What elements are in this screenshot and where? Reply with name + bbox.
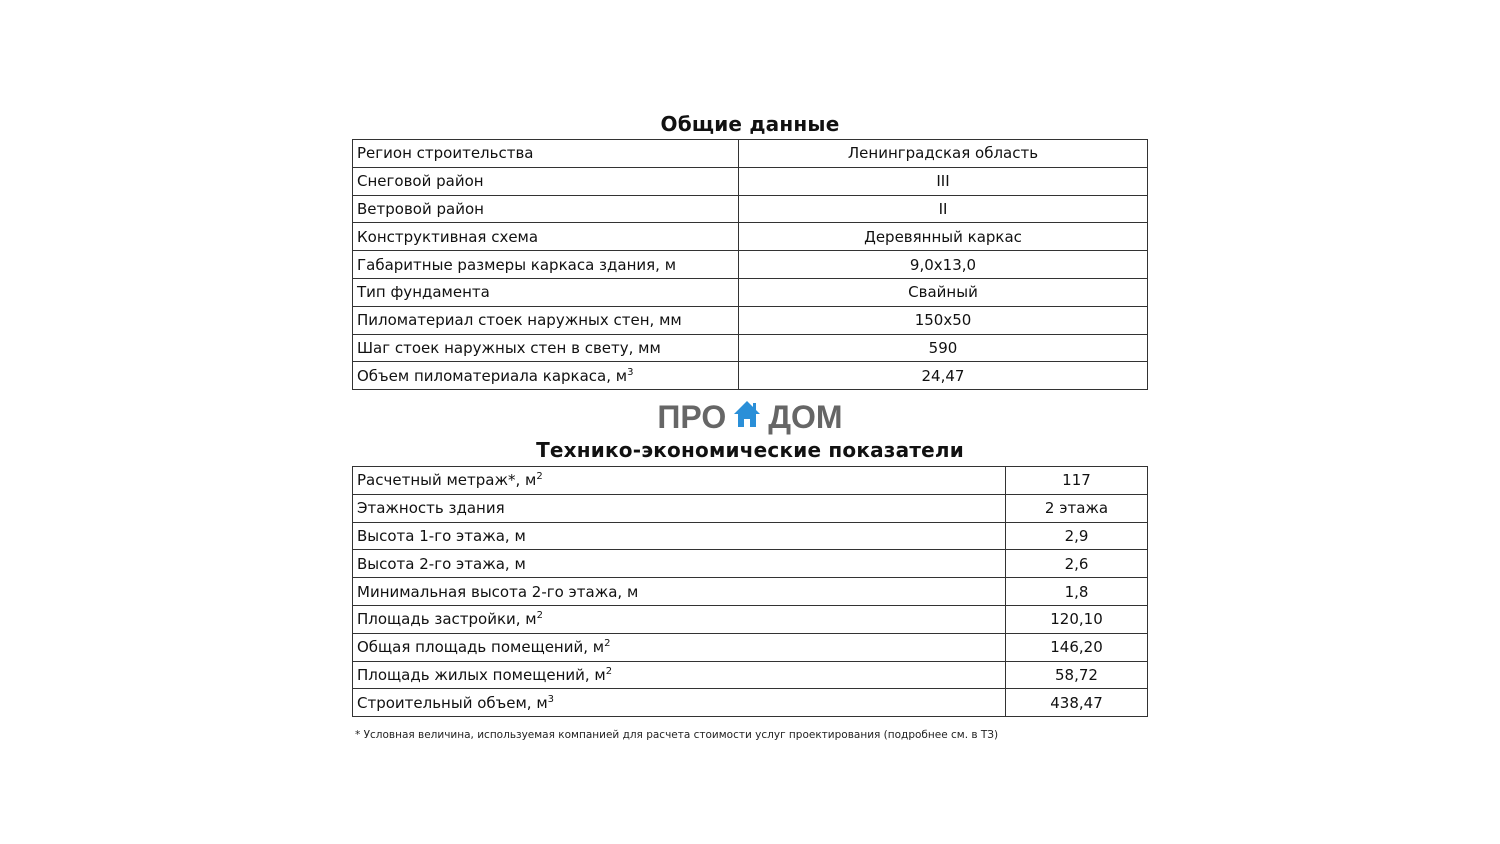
row-value: 9,0х13,0 (738, 250, 1148, 279)
unit-exponent: 3 (627, 366, 634, 378)
prodom-logo-watermark: ПРО ДОМ (650, 400, 850, 434)
row-label-text: Строительный объем, м (357, 693, 548, 712)
tech-indicators-title: Технико-экономические показатели (536, 438, 964, 462)
row-label-text: Этажность здания (357, 499, 505, 518)
row-value: 1,8 (1005, 577, 1148, 606)
table-row: Габаритные размеры каркаса здания, м 9,0х… (352, 250, 1148, 279)
table-row: Этажность здания 2 этажа (352, 493, 1148, 523)
row-value: 150х50 (738, 305, 1148, 335)
row-label: Габаритные размеры каркаса здания, м (352, 250, 739, 279)
table-row: Минимальная высота 2-го этажа, м 1,8 (352, 577, 1148, 606)
table-row: Общая площадь помещений, м2 146,20 (352, 632, 1148, 662)
row-label: Снеговой район (352, 166, 739, 196)
row-label: Конструктивная схема (352, 222, 739, 252)
logo-text-right: ДОМ (768, 399, 843, 435)
general-data-table: Регион строительства Ленинградская област… (352, 139, 1148, 391)
footnote: * Условная величина, используемая компан… (355, 729, 999, 741)
row-label-text: Пиломатериал стоек наружных стен, мм (357, 311, 682, 330)
table-row: Площадь застройки, м2 120,10 (352, 604, 1148, 634)
row-label: Ветровой район (352, 194, 739, 224)
table-row: Регион строительства Ленинградская област… (352, 139, 1148, 168)
table-row: Строительный объем, м3 438,47 (352, 688, 1148, 718)
row-value: 146,20 (1005, 632, 1148, 662)
row-value: II (738, 194, 1148, 224)
row-label-text: Конструктивная схема (357, 227, 539, 246)
table-row: Объем пиломатериала каркаса, м3 24,47 (352, 361, 1148, 391)
row-value: 438,47 (1005, 688, 1148, 718)
row-value: Ленинградская область (738, 139, 1148, 168)
row-label-text: Минимальная высота 2-го этажа, м (357, 582, 639, 601)
row-label: Расчетный метраж*, м2 (352, 466, 1006, 495)
table-row: Площадь жилых помещений, м2 58,72 (352, 660, 1148, 690)
table-row: Шаг стоек наружных стен в свету, мм 590 (352, 333, 1148, 363)
row-value: 590 (738, 333, 1148, 363)
row-value: 24,47 (738, 361, 1148, 391)
row-label-text: Шаг стоек наружных стен в свету, мм (357, 338, 661, 357)
row-label-text: Тип фундамента (357, 283, 490, 302)
row-label: Высота 1-го этажа, м (352, 521, 1006, 551)
row-label-text: Регион строительства (357, 144, 534, 163)
row-label: Регион строительства (352, 139, 739, 168)
row-label-text: Ветровой район (357, 199, 484, 218)
unit-exponent: 2 (536, 610, 543, 622)
row-label-text: Габаритные размеры каркаса здания, м (357, 255, 677, 274)
row-label-text: Расчетный метраж*, м (357, 471, 537, 490)
row-label: Площадь застройки, м2 (352, 604, 1006, 634)
row-value: III (738, 166, 1148, 196)
row-label: Объем пиломатериала каркаса, м3 (352, 361, 739, 391)
table-row: Ветровой район II (352, 194, 1148, 224)
row-label-text: Объем пиломатериала каркаса, м (357, 366, 628, 385)
row-value: 58,72 (1005, 660, 1148, 690)
row-value: 120,10 (1005, 604, 1148, 634)
row-label: Шаг стоек наружных стен в свету, мм (352, 333, 739, 363)
unit-exponent: 2 (536, 471, 543, 483)
table-row: Конструктивная схема Деревянный каркас (352, 222, 1148, 252)
unit-exponent: 3 (547, 693, 555, 705)
row-label-text: Высота 2-го этажа, м (357, 554, 526, 573)
row-label: Площадь жилых помещений, м2 (352, 660, 1006, 690)
row-label: Тип фундамента (352, 277, 739, 307)
logo-text-left: ПРО (657, 399, 727, 435)
tech-indicators-table: Расчетный метраж*, м2 117 Этажность здания… (352, 466, 1148, 718)
row-label-text: Общая площадь помещений, м (357, 638, 605, 657)
unit-exponent: 2 (605, 665, 613, 677)
row-label: Высота 2-го этажа, м (352, 549, 1006, 579)
row-label: Минимальная высота 2-го этажа, м (352, 577, 1006, 606)
row-label-text: Площадь жилых помещений, м (357, 665, 606, 684)
row-label: Пиломатериал стоек наружных стен, мм (352, 305, 739, 335)
table-row: Высота 2-го этажа, м 2,6 (352, 549, 1148, 579)
row-label-text: Снеговой район (357, 172, 484, 191)
row-value: Деревянный каркас (738, 222, 1148, 252)
table-row: Снеговой район III (352, 166, 1148, 196)
table-row: Тип фундамента Свайный (352, 277, 1148, 307)
table-row: Расчетный метраж*, м2 117 (352, 466, 1148, 495)
row-label: Общая площадь помещений, м2 (352, 632, 1006, 662)
table-row: Пиломатериал стоек наружных стен, мм 150х… (352, 305, 1148, 335)
house-icon (732, 399, 762, 435)
row-value: 2,6 (1005, 549, 1148, 579)
row-value: 2 этажа (1005, 493, 1148, 523)
row-label: Строительный объем, м3 (352, 688, 1006, 718)
row-label-text: Высота 1-го этажа, м (357, 526, 526, 545)
row-value: 117 (1005, 466, 1148, 495)
general-data-title: Общие данные (660, 112, 840, 136)
table-row: Высота 1-го этажа, м 2,9 (352, 521, 1148, 551)
row-label-text: Площадь застройки, м (357, 610, 537, 629)
row-label: Этажность здания (352, 493, 1006, 523)
row-value: 2,9 (1005, 521, 1148, 551)
unit-exponent: 2 (604, 638, 611, 650)
row-value: Свайный (738, 277, 1148, 307)
